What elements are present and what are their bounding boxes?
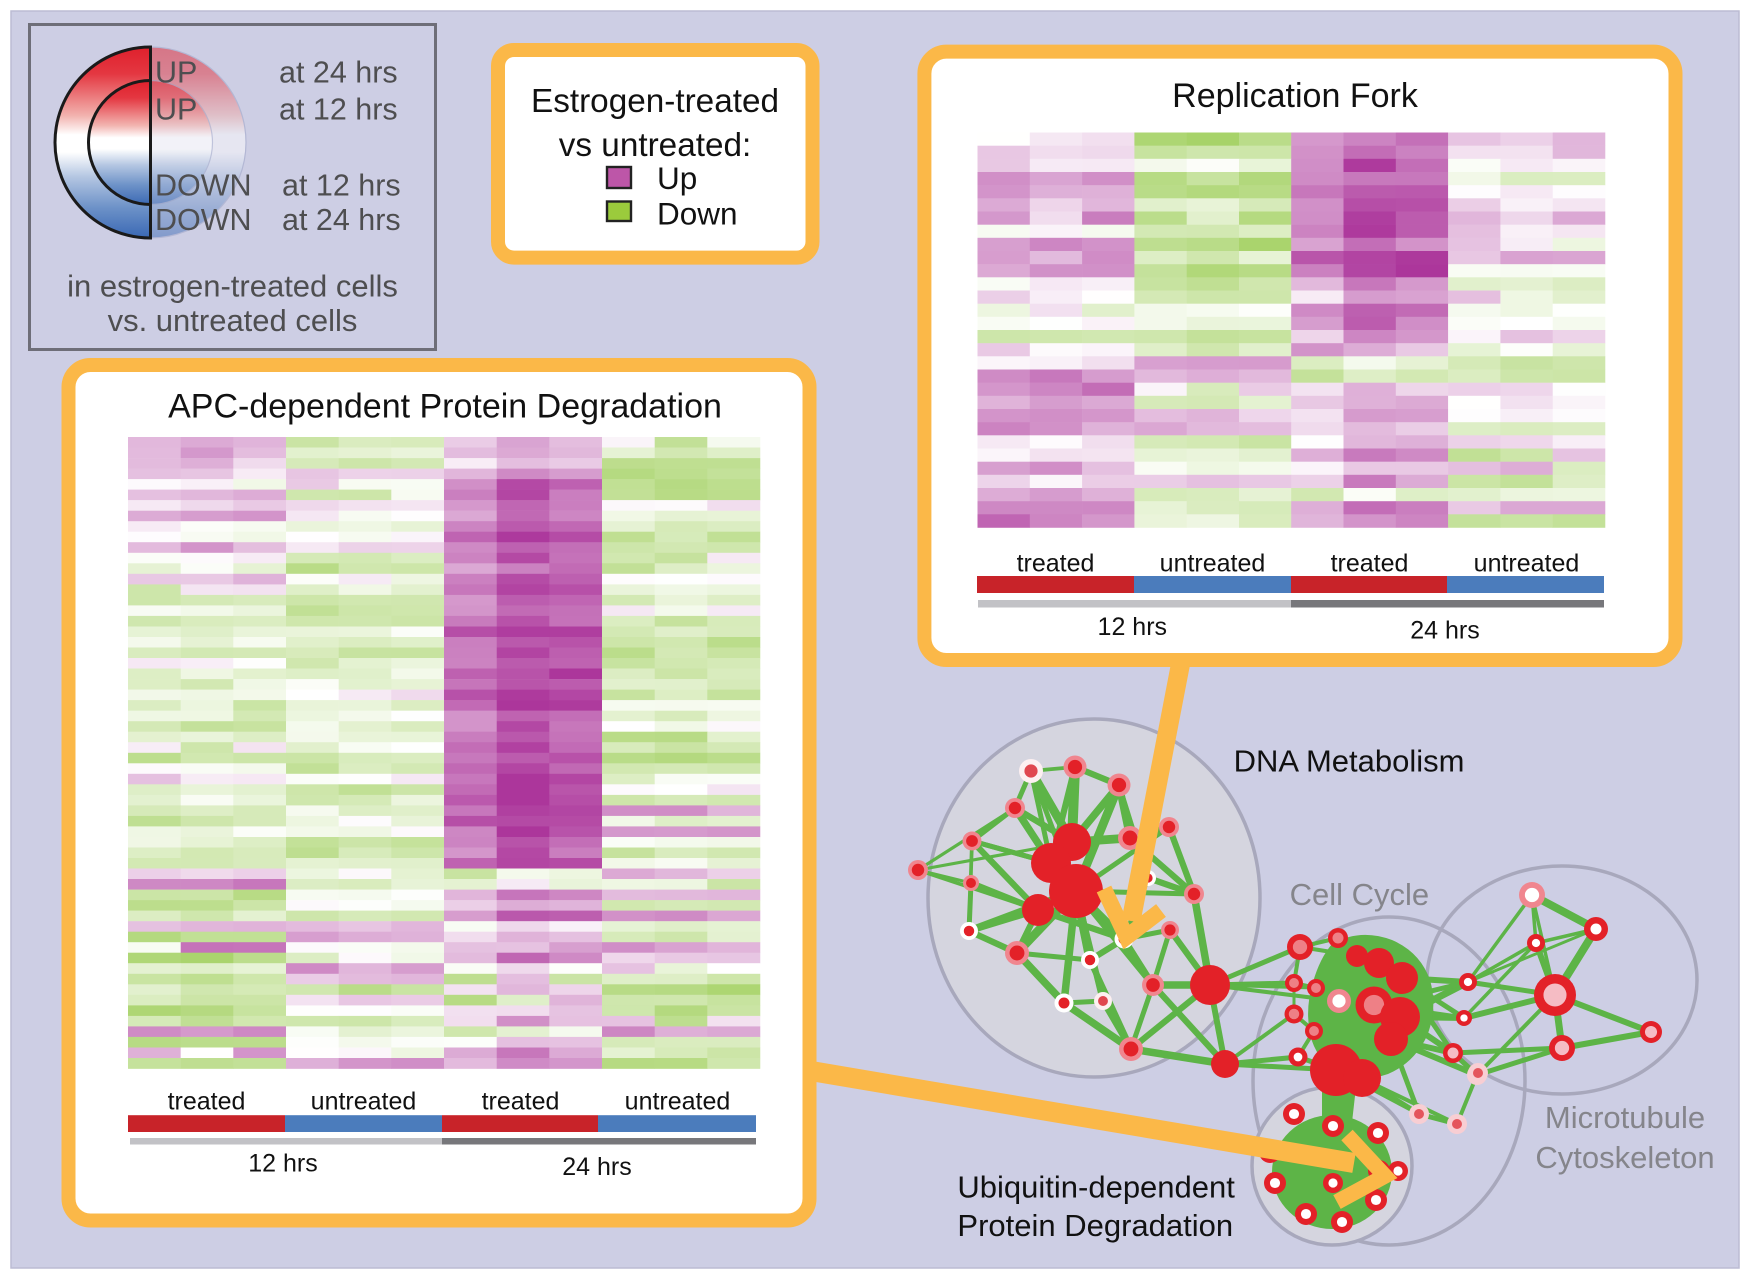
svg-text:DNA Metabolism: DNA Metabolism xyxy=(1234,744,1465,779)
svg-text:Estrogen-treated: Estrogen-treated xyxy=(531,83,779,120)
svg-text:at 12 hrs: at 12 hrs xyxy=(279,93,398,127)
svg-text:vs untreated:: vs untreated: xyxy=(559,127,752,164)
svg-text:12 hrs: 12 hrs xyxy=(1098,613,1167,641)
svg-text:Microtubule: Microtubule xyxy=(1545,1100,1705,1135)
svg-text:untreated: untreated xyxy=(1474,550,1580,578)
svg-text:Cytoskeleton: Cytoskeleton xyxy=(1535,1140,1714,1175)
svg-text:treated: treated xyxy=(1331,550,1409,578)
svg-text:untreated: untreated xyxy=(311,1087,417,1115)
svg-text:untreated: untreated xyxy=(1160,550,1266,578)
svg-text:Ubiquitin-dependent: Ubiquitin-dependent xyxy=(957,1170,1235,1205)
svg-text:in estrogen-treated cells: in estrogen-treated cells xyxy=(67,269,398,304)
svg-text:24 hrs: 24 hrs xyxy=(562,1153,631,1181)
svg-text:treated: treated xyxy=(1017,550,1095,578)
svg-text:12 hrs: 12 hrs xyxy=(248,1150,317,1178)
svg-text:Protein Degradation: Protein Degradation xyxy=(957,1208,1233,1243)
svg-text:Replication Fork: Replication Fork xyxy=(1172,77,1419,115)
svg-text:treated: treated xyxy=(168,1087,246,1115)
svg-text:DOWN: DOWN xyxy=(155,203,252,237)
svg-text:at 24 hrs: at 24 hrs xyxy=(279,56,398,90)
svg-text:DOWN: DOWN xyxy=(155,169,252,203)
svg-text:Cell Cycle: Cell Cycle xyxy=(1290,877,1430,912)
svg-text:Down: Down xyxy=(657,195,738,231)
svg-text:UP: UP xyxy=(155,56,197,90)
svg-text:untreated: untreated xyxy=(625,1087,731,1115)
svg-text:APC-dependent Protein Degradat: APC-dependent Protein Degradation xyxy=(168,388,722,426)
svg-text:at 24 hrs: at 24 hrs xyxy=(282,203,401,237)
svg-text:UP: UP xyxy=(155,93,197,127)
svg-text:treated: treated xyxy=(482,1087,560,1115)
svg-text:vs. untreated cells: vs. untreated cells xyxy=(108,303,358,338)
svg-text:24 hrs: 24 hrs xyxy=(1410,617,1479,645)
svg-text:Up: Up xyxy=(657,160,697,196)
svg-text:at 12 hrs: at 12 hrs xyxy=(282,169,401,203)
